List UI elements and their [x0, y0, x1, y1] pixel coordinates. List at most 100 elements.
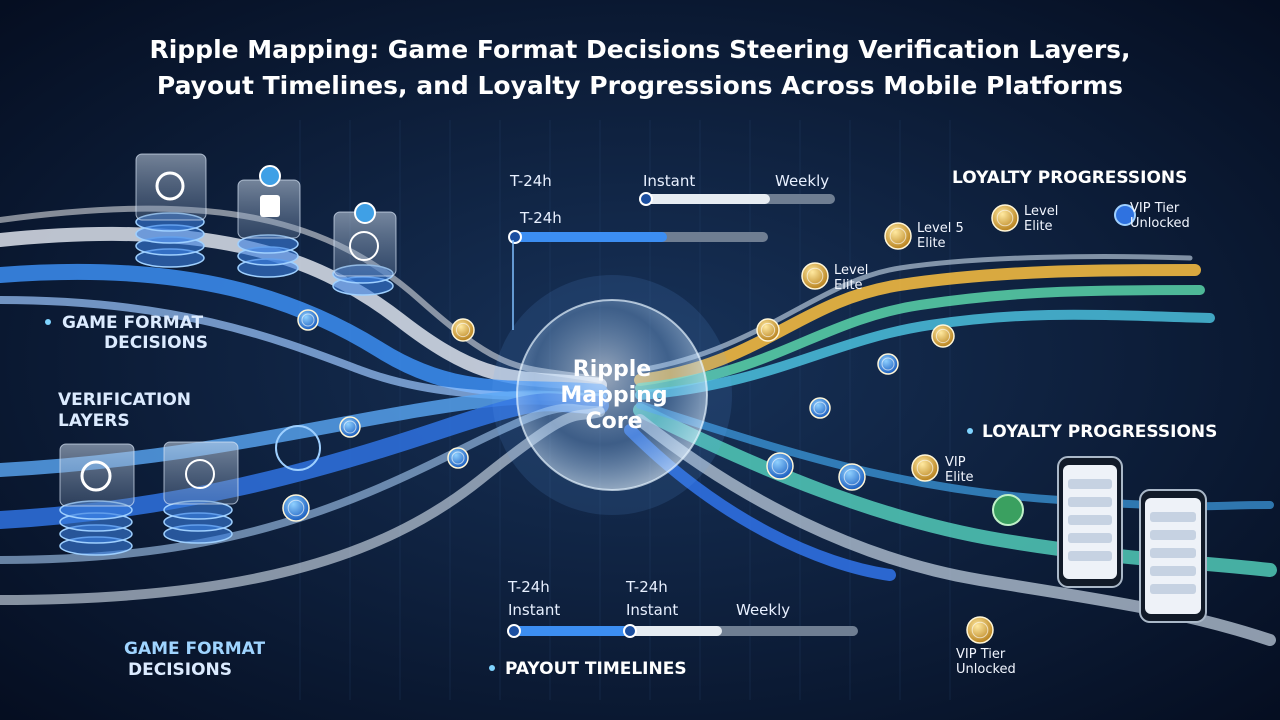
coin: [931, 324, 955, 348]
green-coin: [992, 494, 1024, 526]
section-label: VERIFICATION: [58, 390, 191, 410]
coin-ring: [843, 468, 861, 486]
coin-ring: [971, 621, 989, 639]
coin-ring: [343, 420, 357, 434]
timeline-label: Weekly: [775, 172, 829, 190]
section-label: PAYOUT TIMELINES: [505, 659, 687, 679]
badge-label: VIP: [945, 455, 966, 470]
core-label: Core: [585, 409, 642, 434]
core-label: Mapping: [560, 383, 667, 408]
flow-stream: [635, 285, 1205, 393]
coin: [966, 616, 994, 644]
phone-row: [1150, 566, 1196, 576]
core-sphere: [516, 299, 708, 491]
fingerprint-icon: [349, 231, 379, 261]
badge-label: Elite: [917, 236, 946, 251]
flow-stream: [637, 254, 1193, 373]
coin: [766, 452, 794, 480]
coin-ring: [813, 401, 827, 415]
coin: [884, 222, 912, 250]
phone-row: [1068, 479, 1112, 489]
title: Ripple Mapping: Game Format Decisions St…: [149, 35, 1130, 64]
core-label: Ripple: [573, 357, 651, 382]
doc-icon: [260, 195, 280, 217]
hash-icon: [185, 459, 215, 489]
section-label: LOYALTY PROGRESSIONS: [952, 168, 1187, 188]
coin-ring: [287, 499, 305, 517]
coin: [911, 454, 939, 482]
phone-row: [1150, 530, 1196, 540]
section-label: GAME FORMAT: [124, 639, 265, 659]
vip-badge: [1114, 204, 1136, 226]
coin-ring: [935, 328, 951, 344]
phone-row: [1068, 533, 1112, 543]
timeline-node: [639, 192, 653, 206]
glass-card: [59, 443, 135, 507]
phone-row: [1150, 512, 1196, 522]
flow-stream: [635, 309, 1215, 400]
coin: [756, 318, 780, 342]
badge-label: Unlocked: [1130, 216, 1190, 231]
coin: [297, 309, 319, 331]
timeline-label: Instant: [508, 601, 560, 619]
badge-label: VIP Tier: [1130, 201, 1180, 216]
timeline-bar: [510, 232, 667, 242]
badge-label: Level: [834, 263, 868, 278]
timeline-label: T-24h: [625, 578, 668, 596]
coin-ring: [760, 322, 776, 338]
badge-label: Level 5: [917, 221, 964, 236]
coin: [801, 262, 829, 290]
timeline-label: Weekly: [736, 601, 790, 619]
coin-ring: [451, 451, 465, 465]
coin-ring: [889, 227, 907, 245]
coin: [339, 416, 361, 438]
section-label: GAME FORMAT: [62, 313, 203, 333]
badge-label: Level: [1024, 204, 1058, 219]
bullet: [45, 319, 51, 325]
coin: [877, 353, 899, 375]
timeline-node: [623, 624, 637, 638]
check-badge: [354, 202, 376, 224]
coin-ring: [916, 459, 934, 477]
phone-row: [1068, 497, 1112, 507]
flow-stream: [634, 264, 1201, 386]
check-icon: [80, 460, 112, 492]
coin-ring: [881, 357, 895, 371]
section-label: DECISIONS: [128, 660, 232, 680]
phone-row: [1068, 515, 1112, 525]
badge-label: Elite: [1024, 219, 1053, 234]
glass-card: [163, 441, 239, 505]
timeline-label: T-24h: [519, 209, 562, 227]
check-badge: [259, 165, 281, 187]
bullet: [967, 428, 973, 434]
badge-label: Elite: [834, 278, 863, 293]
phone-row: [1150, 548, 1196, 558]
badge-label: Unlocked: [956, 662, 1016, 677]
timeline-label: T-24h: [509, 172, 552, 190]
badge-label: VIP Tier: [956, 647, 1006, 662]
check-icon: [155, 171, 185, 201]
coin: [282, 494, 310, 522]
timeline-label: T-24h: [507, 578, 550, 596]
coin: [451, 318, 475, 342]
flow-stream: [636, 401, 1274, 511]
coin-ring: [771, 457, 789, 475]
timeline-node: [508, 230, 522, 244]
coin: [447, 447, 469, 469]
coin: [838, 463, 866, 491]
timeline-label: Instant: [626, 601, 678, 619]
coin-ring: [806, 267, 824, 285]
glass-card: [135, 153, 207, 221]
timeline-node: [507, 624, 521, 638]
fingerprint-icon: [275, 425, 321, 471]
bullet: [489, 665, 495, 671]
coin: [809, 397, 831, 419]
section-label: LAYERS: [58, 411, 130, 431]
timeline-label: Instant: [643, 172, 695, 190]
badge-label: Elite: [945, 470, 974, 485]
coin-ring: [301, 313, 315, 327]
decoration: [0, 120, 1277, 700]
coin-ring: [455, 322, 471, 338]
timeline-bar: [508, 626, 630, 636]
coin-ring: [996, 209, 1014, 227]
